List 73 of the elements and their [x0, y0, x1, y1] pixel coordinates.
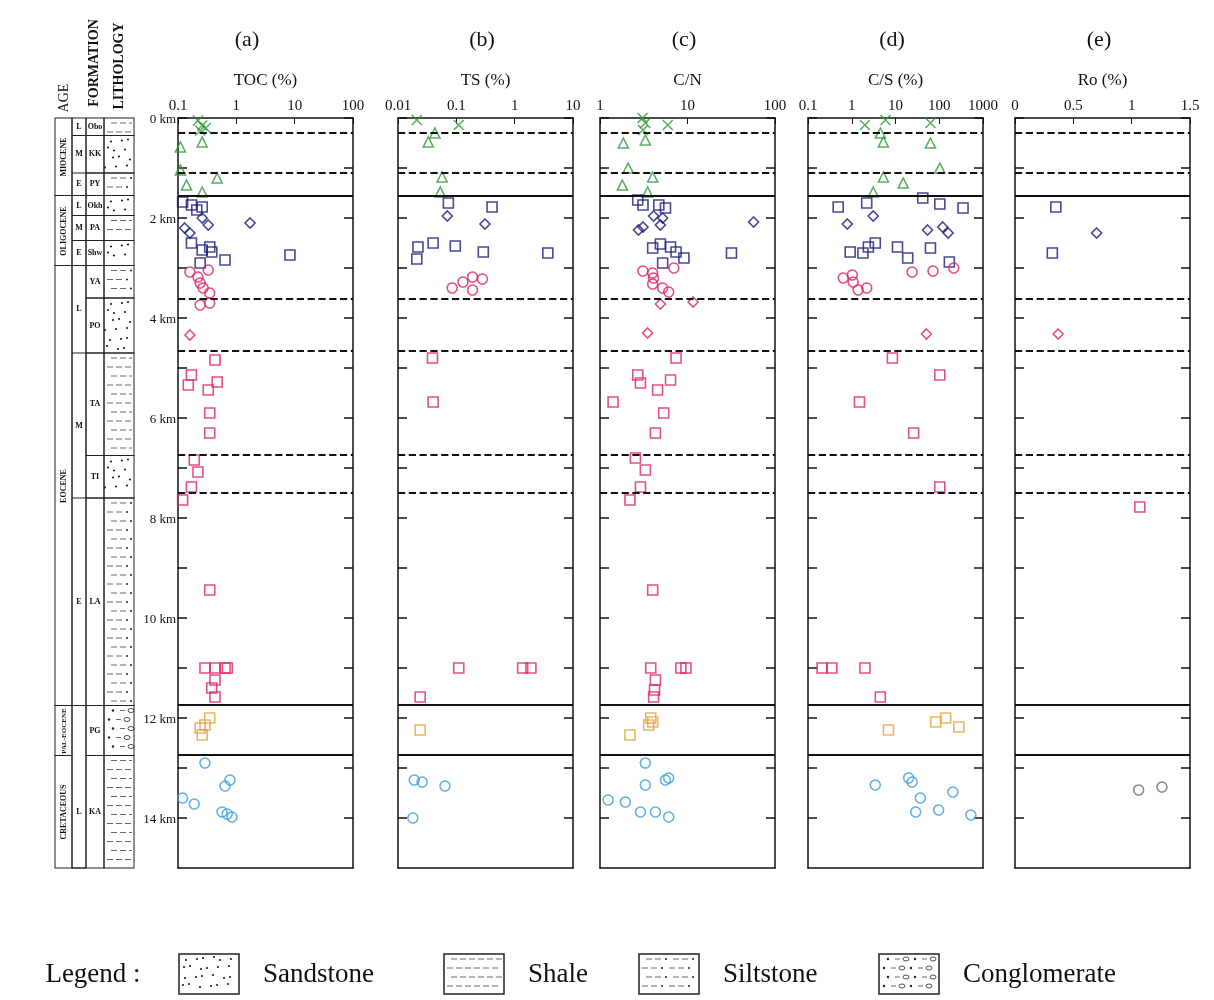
chart-title: (e) [1086, 25, 1112, 51]
text: Conglomerate [963, 958, 1116, 989]
text: LITHOLOGY [111, 22, 126, 110]
text: Okh [87, 200, 103, 210]
x-tick-label: 1.5 [1180, 96, 1200, 113]
x-tick-label: 1 [232, 96, 241, 113]
y-tick-label: 10 km [143, 610, 176, 626]
text: L [76, 304, 82, 314]
text: OLIGOCENE [58, 205, 68, 256]
text: PY [89, 179, 101, 189]
x-tick-label: 1000 [968, 96, 998, 113]
text: M [75, 149, 83, 159]
x-tick-label: 1 [596, 96, 604, 113]
chart-title: (a) [234, 25, 260, 51]
y-tick-label: 6 km [149, 410, 176, 426]
text: FORMATION [86, 19, 101, 107]
text: KK [88, 149, 102, 159]
text: PG [89, 725, 101, 735]
x-tick-label: 0.1 [168, 96, 188, 113]
chart-title: (d) [879, 25, 905, 51]
text: PO [89, 320, 101, 330]
x-tick-label: 0.1 [798, 96, 818, 113]
x-tick-label: 10 [888, 96, 903, 113]
x-axis-title: C/N [673, 70, 702, 89]
x-axis-title: TOC (%) [233, 70, 298, 89]
chart-title: (c) [671, 25, 697, 51]
text: Sandstone [263, 958, 374, 989]
x-tick-label: 100 [341, 96, 365, 113]
y-tick-label: 8 km [149, 510, 176, 526]
text: L [76, 200, 82, 210]
x-tick-label: 0.5 [1063, 96, 1083, 113]
text: M [75, 223, 83, 232]
text: E [76, 179, 82, 189]
y-tick-label: 12 km [143, 710, 176, 726]
text: MIOCENE [58, 137, 68, 177]
text: M [75, 420, 83, 430]
y-tick-label: 2 km [149, 210, 176, 226]
x-axis-title: C/S (%) [867, 70, 924, 89]
text: YA [89, 276, 101, 286]
chart-title: (b) [469, 25, 495, 51]
x-axis-title: Ro (%) [1077, 70, 1128, 89]
y-tick-label: 0 km [149, 110, 176, 126]
text: Obo [87, 121, 103, 131]
x-tick-label: 10 [680, 96, 695, 113]
x-tick-label: 1 [848, 96, 856, 113]
x-tick-label: 100 [928, 96, 951, 113]
x-tick-label: 10 [565, 96, 581, 113]
text: LA [89, 596, 101, 606]
text: E [76, 596, 82, 606]
text: Shale [528, 958, 588, 989]
text: L [76, 121, 82, 131]
text: E [76, 248, 82, 257]
y-tick-label: 4 km [149, 310, 176, 326]
x-tick-label: 0 [1011, 96, 1019, 113]
text: Siltstone [723, 958, 818, 989]
text: Legend : [45, 957, 141, 988]
x-tick-label: 10 [287, 96, 303, 113]
y-tick-label: 14 km [143, 810, 176, 826]
x-axis-title: TS (%) [460, 70, 511, 89]
x-tick-label: 1 [510, 96, 519, 113]
text: KA [89, 806, 101, 816]
x-tick-label: 0.01 [384, 96, 412, 113]
text: PA [89, 223, 101, 232]
text: Shw [87, 248, 103, 257]
x-tick-label: 0.1 [446, 96, 466, 113]
text: EOCENE [58, 468, 68, 503]
text: TA [89, 399, 101, 409]
text: TI [90, 471, 100, 481]
text: L [76, 806, 82, 816]
text: CRETACEOUS [58, 784, 68, 840]
text: AGE [56, 83, 71, 113]
x-tick-label: 1 [1127, 96, 1136, 113]
x-tick-label: 100 [763, 96, 787, 113]
